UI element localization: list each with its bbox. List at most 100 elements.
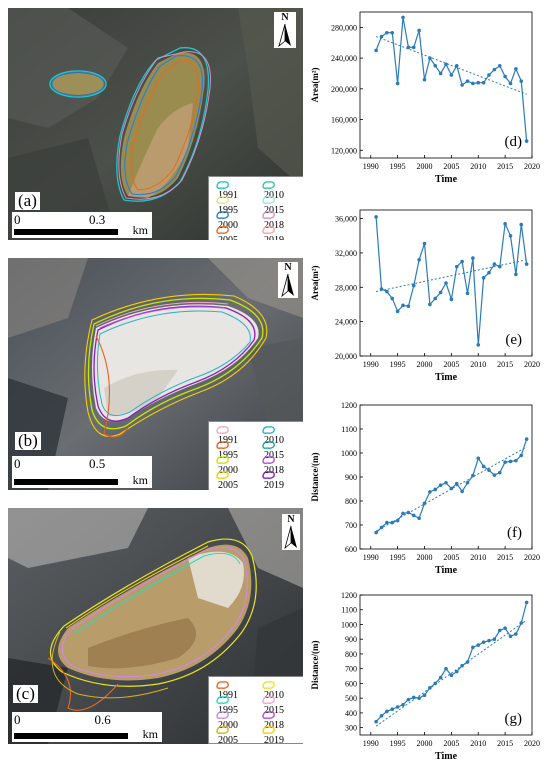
legend-swatch bbox=[262, 181, 275, 189]
data-point bbox=[503, 74, 507, 79]
data-point bbox=[465, 660, 470, 664]
lake-outline bbox=[49, 70, 107, 98]
data-point bbox=[406, 45, 411, 50]
data-point bbox=[476, 456, 481, 461]
y-tick-label: 900 bbox=[345, 473, 357, 482]
data-point bbox=[492, 473, 497, 477]
x-tick-label: 2010 bbox=[470, 162, 486, 171]
legend-swatch bbox=[216, 196, 229, 204]
data-point bbox=[497, 628, 502, 633]
legend-swatch bbox=[262, 711, 275, 719]
data-point bbox=[379, 714, 384, 718]
data-point bbox=[411, 45, 416, 50]
data-point bbox=[444, 480, 448, 485]
data-point bbox=[481, 640, 486, 644]
legend-year: 2000 bbox=[218, 720, 238, 731]
x-tick-label: 2005 bbox=[443, 553, 459, 562]
legend-year: 1991 bbox=[218, 435, 238, 446]
data-point bbox=[454, 264, 459, 269]
scale-zero-label: 0 bbox=[14, 712, 21, 727]
data-point bbox=[385, 30, 389, 35]
legend-item: 2010 bbox=[261, 180, 284, 201]
data-point bbox=[476, 80, 481, 85]
series-line bbox=[375, 602, 528, 723]
x-tick-label: 1995 bbox=[390, 162, 406, 171]
data-point bbox=[481, 464, 486, 469]
legend-item: 1995 bbox=[215, 695, 238, 716]
lake-boundary-outline bbox=[116, 47, 210, 202]
plot-frame bbox=[359, 594, 533, 736]
chart-d: 1990 1995 2000 2005 2010 2015 2020 120,000 160,0… bbox=[306, 2, 550, 192]
x-tick-label: 2010 bbox=[470, 360, 486, 369]
x-tick-label: 2020 bbox=[524, 553, 540, 562]
series-line bbox=[375, 216, 528, 345]
data-point bbox=[449, 297, 454, 302]
y-axis-label: Distance/(m) bbox=[310, 641, 320, 690]
legend-item: 2015 bbox=[261, 695, 284, 716]
plot-frame bbox=[359, 11, 533, 159]
legend-swatch bbox=[216, 226, 229, 234]
x-tick-label: 2000 bbox=[417, 739, 433, 748]
legend-a: 1991 1995 2000 2005 2010 2015 2018 2019 bbox=[208, 176, 303, 240]
legend-item: 1995 bbox=[215, 195, 238, 216]
data-point bbox=[438, 675, 443, 680]
data-point bbox=[514, 632, 518, 636]
north-arrow-c: N bbox=[282, 514, 300, 550]
data-point bbox=[379, 34, 384, 39]
x-axis-label: Time bbox=[435, 174, 458, 185]
legend-year: 2019 bbox=[264, 480, 284, 490]
y-tick-label: 1000 bbox=[341, 620, 357, 629]
legend-item: 2015 bbox=[261, 440, 284, 461]
glacier-boundary-outline bbox=[87, 297, 264, 430]
y-tick-label: 800 bbox=[345, 650, 357, 659]
legend-swatch bbox=[262, 696, 275, 704]
legend-item: 1991 bbox=[215, 680, 238, 701]
legend-year: 1991 bbox=[218, 190, 238, 201]
x-tick-label: 2005 bbox=[443, 162, 459, 171]
data-point bbox=[411, 695, 416, 700]
data-point bbox=[406, 697, 411, 702]
x-tick-label: 1995 bbox=[390, 739, 406, 748]
x-tick-label: 2000 bbox=[417, 553, 433, 562]
trend-line bbox=[375, 619, 527, 727]
x-tick-label: 2015 bbox=[497, 739, 513, 748]
data-point bbox=[438, 290, 443, 295]
data-point bbox=[503, 221, 507, 226]
data-point bbox=[487, 638, 491, 643]
legend-year: 2005 bbox=[218, 235, 238, 240]
y-axis-label: Area(m²) bbox=[310, 67, 320, 102]
data-point bbox=[390, 707, 395, 712]
scale-zero-label: 0 bbox=[14, 456, 21, 471]
data-point bbox=[385, 289, 389, 294]
chart-f: 1990 1995 2000 2005 2010 2015 2020 600 700 800 900… bbox=[306, 395, 550, 583]
data-point bbox=[497, 264, 502, 269]
data-point bbox=[460, 663, 464, 668]
data-point bbox=[406, 304, 411, 308]
data-point bbox=[487, 73, 491, 77]
legend-item: 2005 bbox=[215, 470, 238, 490]
chart-svg-e: 1990 1995 2000 2005 2010 2015 2020 20,000 24,000… bbox=[310, 209, 540, 383]
satellite-image-a bbox=[8, 8, 303, 240]
legend-year: 1995 bbox=[218, 205, 238, 216]
data-point bbox=[524, 262, 529, 266]
y-tick-label: 1200 bbox=[341, 591, 357, 600]
x-tick-label: 2020 bbox=[524, 360, 540, 369]
legend-item: 2000 bbox=[215, 710, 238, 731]
legend-year: 2019 bbox=[264, 735, 284, 744]
y-tick-label: 160,000 bbox=[331, 116, 357, 125]
legend-item: 2019 bbox=[261, 470, 284, 490]
data-point bbox=[460, 259, 464, 264]
data-point bbox=[449, 486, 454, 491]
legend-swatch bbox=[216, 471, 229, 479]
legend-item: 2018 bbox=[261, 710, 284, 731]
legend-year: 2010 bbox=[264, 190, 284, 201]
data-point bbox=[487, 270, 491, 275]
x-tick-label: 2005 bbox=[443, 739, 459, 748]
scale-value-label: 0.5 bbox=[89, 456, 106, 471]
data-point bbox=[433, 487, 438, 492]
legend-item: 2018 bbox=[261, 210, 284, 231]
data-point bbox=[519, 453, 524, 458]
data-point bbox=[390, 296, 395, 301]
trend-line bbox=[375, 36, 527, 95]
legend-b: 1991 1995 2000 2005 2010 2015 2018 2019 bbox=[208, 421, 303, 490]
